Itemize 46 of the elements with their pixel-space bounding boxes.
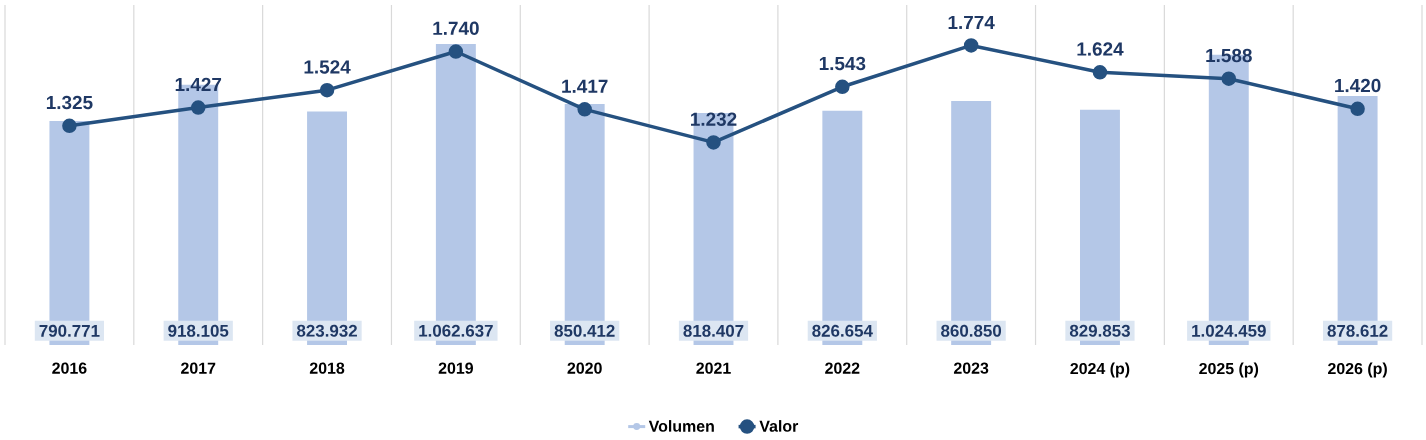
x-tick-label: 2023 xyxy=(953,362,989,374)
data-label: 1.417 xyxy=(562,79,608,93)
data-label: 1.420 xyxy=(1335,78,1381,93)
data-label: 1.774 xyxy=(948,15,995,29)
data-label: 918.105 xyxy=(168,324,229,337)
data-label: 1.062.637 xyxy=(419,324,493,337)
x-tick-label: 2019 xyxy=(438,362,473,374)
point xyxy=(1221,71,1237,86)
x-tick-label: 2017 xyxy=(181,362,216,374)
data-label: 860.850 xyxy=(941,324,1002,337)
x-tick-label: 2016 xyxy=(52,362,87,374)
x-tick-label: 2022 xyxy=(825,362,860,374)
x-tick-label: 2025 (p) xyxy=(1199,362,1259,378)
data-label: 1.024.459 xyxy=(1192,324,1266,337)
point xyxy=(1092,65,1108,80)
legend-label: Volumen xyxy=(648,420,714,432)
data-label: 1.740 xyxy=(433,21,479,36)
data-label: 850.412 xyxy=(554,324,615,337)
point xyxy=(190,100,206,115)
x-tick-label: 2020 xyxy=(567,362,602,374)
point xyxy=(835,79,850,95)
data-label: 829.853 xyxy=(1069,324,1130,337)
data-label: 1.232 xyxy=(691,112,737,126)
data-label: 790.771 xyxy=(39,324,100,337)
point xyxy=(963,38,979,53)
x-tick-label: 2026 (p) xyxy=(1328,362,1387,378)
point xyxy=(706,135,721,150)
data-label: 818.407 xyxy=(683,324,744,337)
data-label: 1.427 xyxy=(175,77,222,92)
point xyxy=(62,118,77,134)
point xyxy=(319,82,335,98)
data-label: 1.524 xyxy=(304,60,351,74)
data-label: 1.588 xyxy=(1206,48,1252,63)
point xyxy=(1350,101,1365,117)
data-label: 878.612 xyxy=(1327,324,1388,337)
data-label: 1.543 xyxy=(819,56,866,71)
x-tick-label: 2018 xyxy=(309,362,345,374)
data-label: 1.624 xyxy=(1077,42,1124,56)
data-label: 1.325 xyxy=(46,95,93,110)
data-label: 823.932 xyxy=(296,324,357,337)
x-tick-label: 2024 (p) xyxy=(1070,362,1130,378)
point xyxy=(577,102,592,117)
x-tick-label: 2021 xyxy=(696,362,731,374)
legend-label: Valor xyxy=(759,420,799,432)
data-label: 826.654 xyxy=(812,324,873,337)
point xyxy=(448,44,464,59)
